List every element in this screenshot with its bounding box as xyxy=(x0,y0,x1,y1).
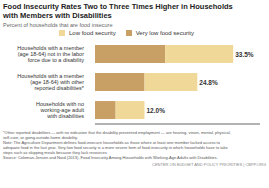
html-text:Food Insecurity Rates Two to T: Food Insecurity Rates Two to Three Times… xyxy=(3,2,233,11)
html-text:with Members with Disabilities: with Members with Disabilities xyxy=(3,11,112,20)
svg-text:Households with noworking-age: Households with noworking-age adultwith … xyxy=(36,101,84,119)
svg-text:Households with a member(age 1: Households with a member(age 18-64) not … xyxy=(17,45,84,63)
html-text:Percent of households that are: Percent of households that are food inse… xyxy=(3,22,113,28)
html-text:*Other reported disabilities —: *Other reported disabilities — with no i… xyxy=(3,130,231,160)
svg-text:24.8%: 24.8% xyxy=(199,79,218,86)
svg-text:12.0%: 12.0% xyxy=(147,107,166,114)
svg-text:Households with a member(age 1: Households with a member(age 18-64) with… xyxy=(17,73,85,91)
html-text:Very low food security: Very low food security xyxy=(135,30,194,36)
html-text:CENTER ON BUDGET AND POLICY PR: CENTER ON BUDGET AND POLICY PRIORITIES |… xyxy=(152,162,266,167)
svg-text:33.5%: 33.5% xyxy=(235,51,254,58)
html-text:Low food security: Low food security xyxy=(69,30,116,36)
